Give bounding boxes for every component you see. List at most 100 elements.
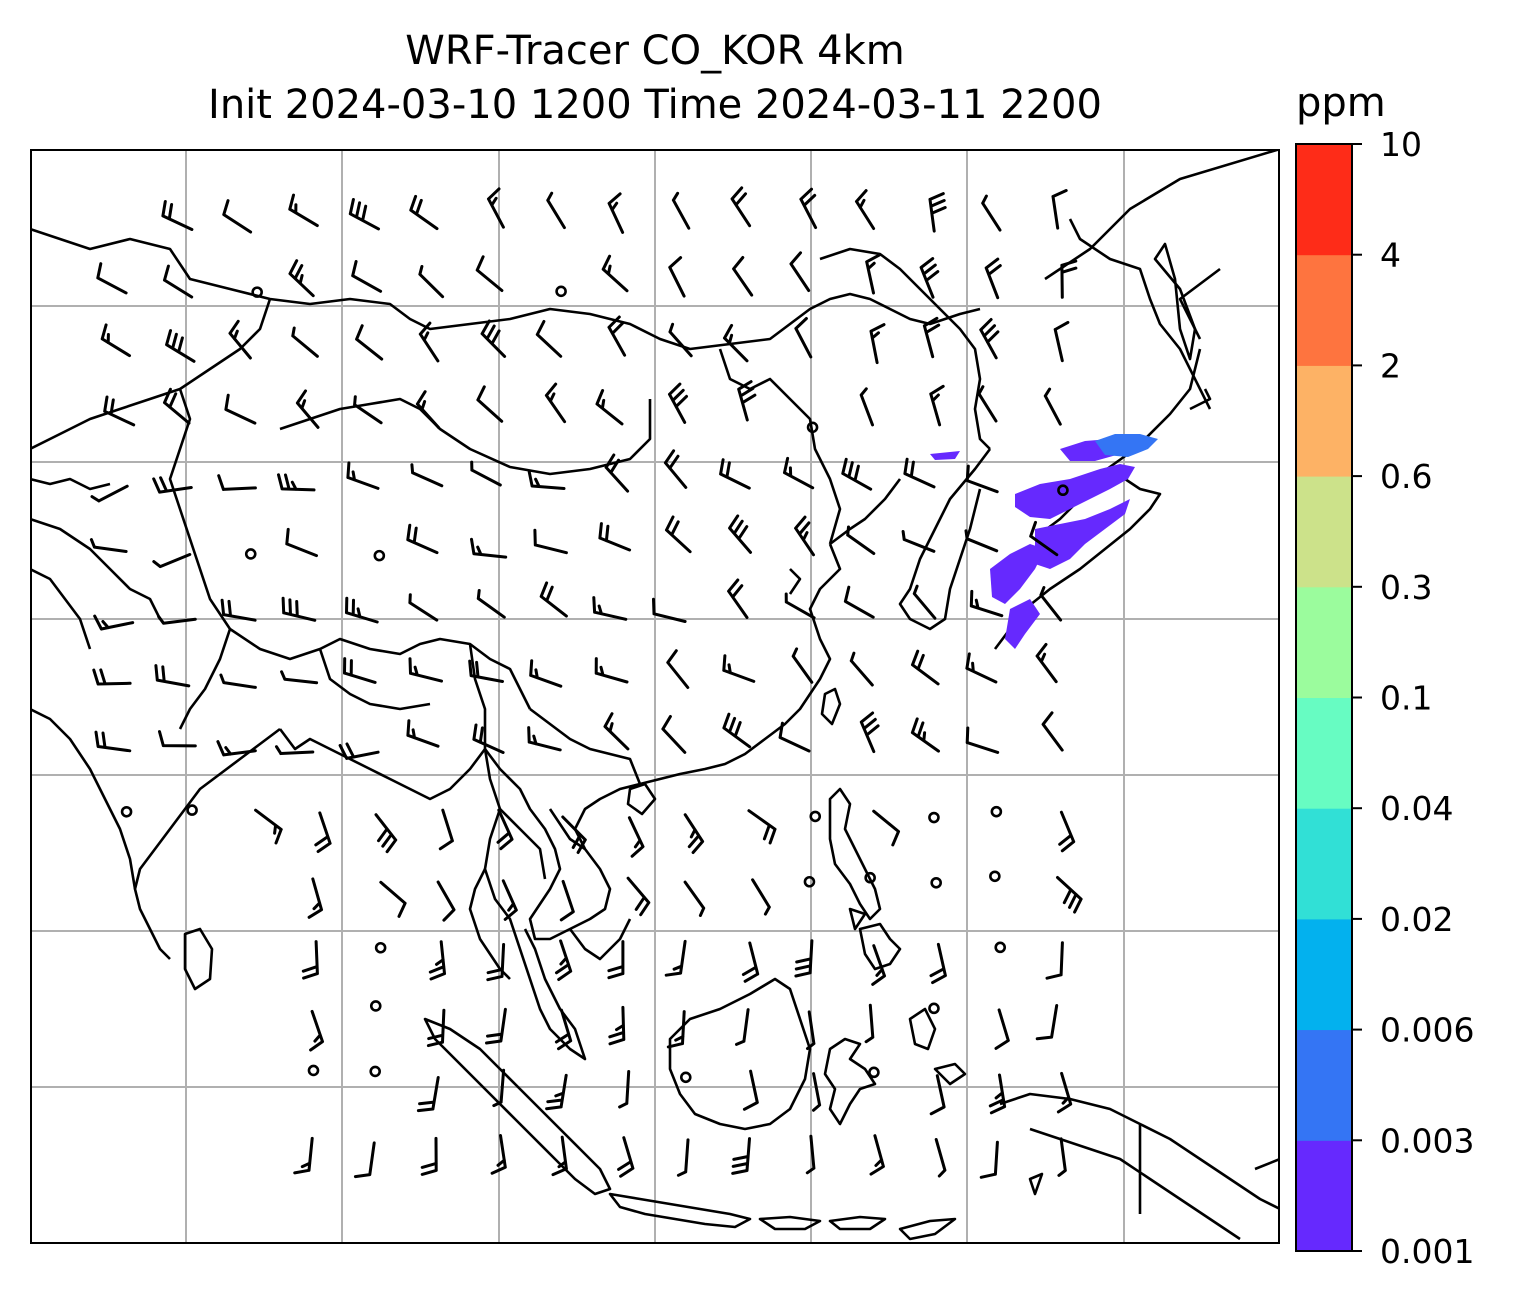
wind-barbs <box>89 186 1083 1179</box>
wind-barb <box>869 1134 885 1176</box>
wind-barb <box>490 1134 507 1175</box>
colorbar-tick-label: 0.04 <box>1380 789 1453 828</box>
wind-barb <box>374 813 398 854</box>
wind-barb <box>436 880 456 922</box>
wind-barb <box>722 712 752 749</box>
wind-barb <box>865 253 881 295</box>
wind-barb <box>1039 586 1063 622</box>
wind-barb <box>161 200 194 231</box>
wind-barb <box>626 876 651 917</box>
wind-calm-marker <box>868 1066 880 1079</box>
wind-barb <box>345 596 379 624</box>
wind-barb <box>351 260 383 293</box>
wind-barb <box>1057 1137 1067 1177</box>
wind-barb <box>784 592 816 620</box>
wind-barb <box>280 670 319 685</box>
wind-barb <box>103 395 136 427</box>
wind-barb <box>607 940 625 980</box>
wind-barb <box>984 257 1002 300</box>
wind-barb <box>671 191 691 230</box>
wind-barb <box>1035 1004 1059 1041</box>
colorbar-segment <box>1296 1029 1352 1141</box>
wind-calm-marker <box>679 1071 692 1084</box>
wind-barb <box>1041 711 1064 752</box>
wind-barb <box>418 265 445 299</box>
plume-area <box>930 451 960 460</box>
wind-barb <box>665 515 692 554</box>
wind-barb <box>965 652 998 684</box>
wind-barb <box>476 385 504 423</box>
wind-barb <box>475 255 504 292</box>
plume-area <box>1035 499 1130 569</box>
wind-barb <box>794 939 814 978</box>
wind-barb <box>1060 259 1078 299</box>
wind-barb <box>501 879 518 921</box>
wind-barb <box>539 581 568 618</box>
wind-barb <box>965 464 999 494</box>
wind-barb <box>911 649 940 686</box>
plume-area <box>1015 464 1135 519</box>
wind-calm-marker <box>809 810 822 823</box>
wind-barb <box>668 382 688 424</box>
wind-barb <box>783 456 815 490</box>
wind-calm-marker <box>806 421 819 434</box>
wind-barb <box>152 476 193 494</box>
colorbar-tick-label: 0.001 <box>1380 1232 1474 1271</box>
wind-barb <box>928 192 947 233</box>
wind-barb <box>666 1010 686 1049</box>
wind-barb <box>737 380 757 422</box>
wind-barb <box>979 318 1000 360</box>
wind-barb <box>607 192 625 234</box>
wind-barb <box>163 264 194 299</box>
wind-calm-marker <box>989 870 1001 883</box>
wind-barb <box>288 193 319 228</box>
map-frame <box>30 149 1280 1244</box>
wind-barb <box>1029 520 1059 557</box>
wind-calm-marker <box>994 941 1007 954</box>
wind-calm-marker <box>307 1064 320 1077</box>
wind-barb <box>901 530 936 553</box>
wind-barb <box>872 809 900 847</box>
wind-barb <box>864 1003 875 1044</box>
wind-barb <box>1045 941 1064 980</box>
wind-calm-marker <box>244 548 257 560</box>
wind-barb <box>617 1136 635 1178</box>
wind-barb <box>668 322 693 358</box>
wind-calm-marker <box>864 871 876 884</box>
wind-barb <box>379 880 407 918</box>
wind-calm-marker <box>928 811 940 824</box>
wind-barb <box>912 584 937 620</box>
plume-area <box>1095 434 1158 457</box>
wind-barb <box>1035 642 1058 684</box>
wind-barb <box>228 319 252 360</box>
wind-barb <box>415 390 441 430</box>
wind-barb <box>158 730 197 748</box>
wind-barb <box>969 589 1004 618</box>
wind-barb <box>791 647 814 684</box>
wind-barb <box>994 1008 1010 1050</box>
wind-barb <box>719 458 751 490</box>
wind-barb <box>1056 876 1083 914</box>
wind-barb <box>157 615 197 625</box>
wind-barb <box>470 537 508 559</box>
wind-calm-marker <box>1057 484 1069 497</box>
wind-calm-marker <box>369 1000 382 1012</box>
map-title-line-2: Init 2024-03-10 1200 Time 2024-03-11 220… <box>208 82 1102 128</box>
wind-calm-marker <box>251 286 263 298</box>
wind-barb <box>846 525 876 555</box>
wind-barb <box>545 1073 568 1111</box>
wind-barb <box>683 880 706 917</box>
plume-area <box>1005 599 1040 649</box>
map-title-line-1: WRF-Tracer CO_KOR 4km <box>405 28 905 74</box>
colorbar-segment <box>1296 808 1352 920</box>
wind-calm-marker <box>990 805 1003 818</box>
colorbar-segment <box>1296 476 1352 588</box>
wind-barb <box>546 191 566 230</box>
co-tracer-plume <box>930 434 1158 649</box>
colorbar-segment <box>1296 144 1352 256</box>
wind-barb <box>601 254 629 293</box>
wind-barb <box>438 808 454 851</box>
wind-barb <box>592 596 628 621</box>
wind-barb <box>965 726 1000 754</box>
wind-barb <box>981 194 1002 232</box>
